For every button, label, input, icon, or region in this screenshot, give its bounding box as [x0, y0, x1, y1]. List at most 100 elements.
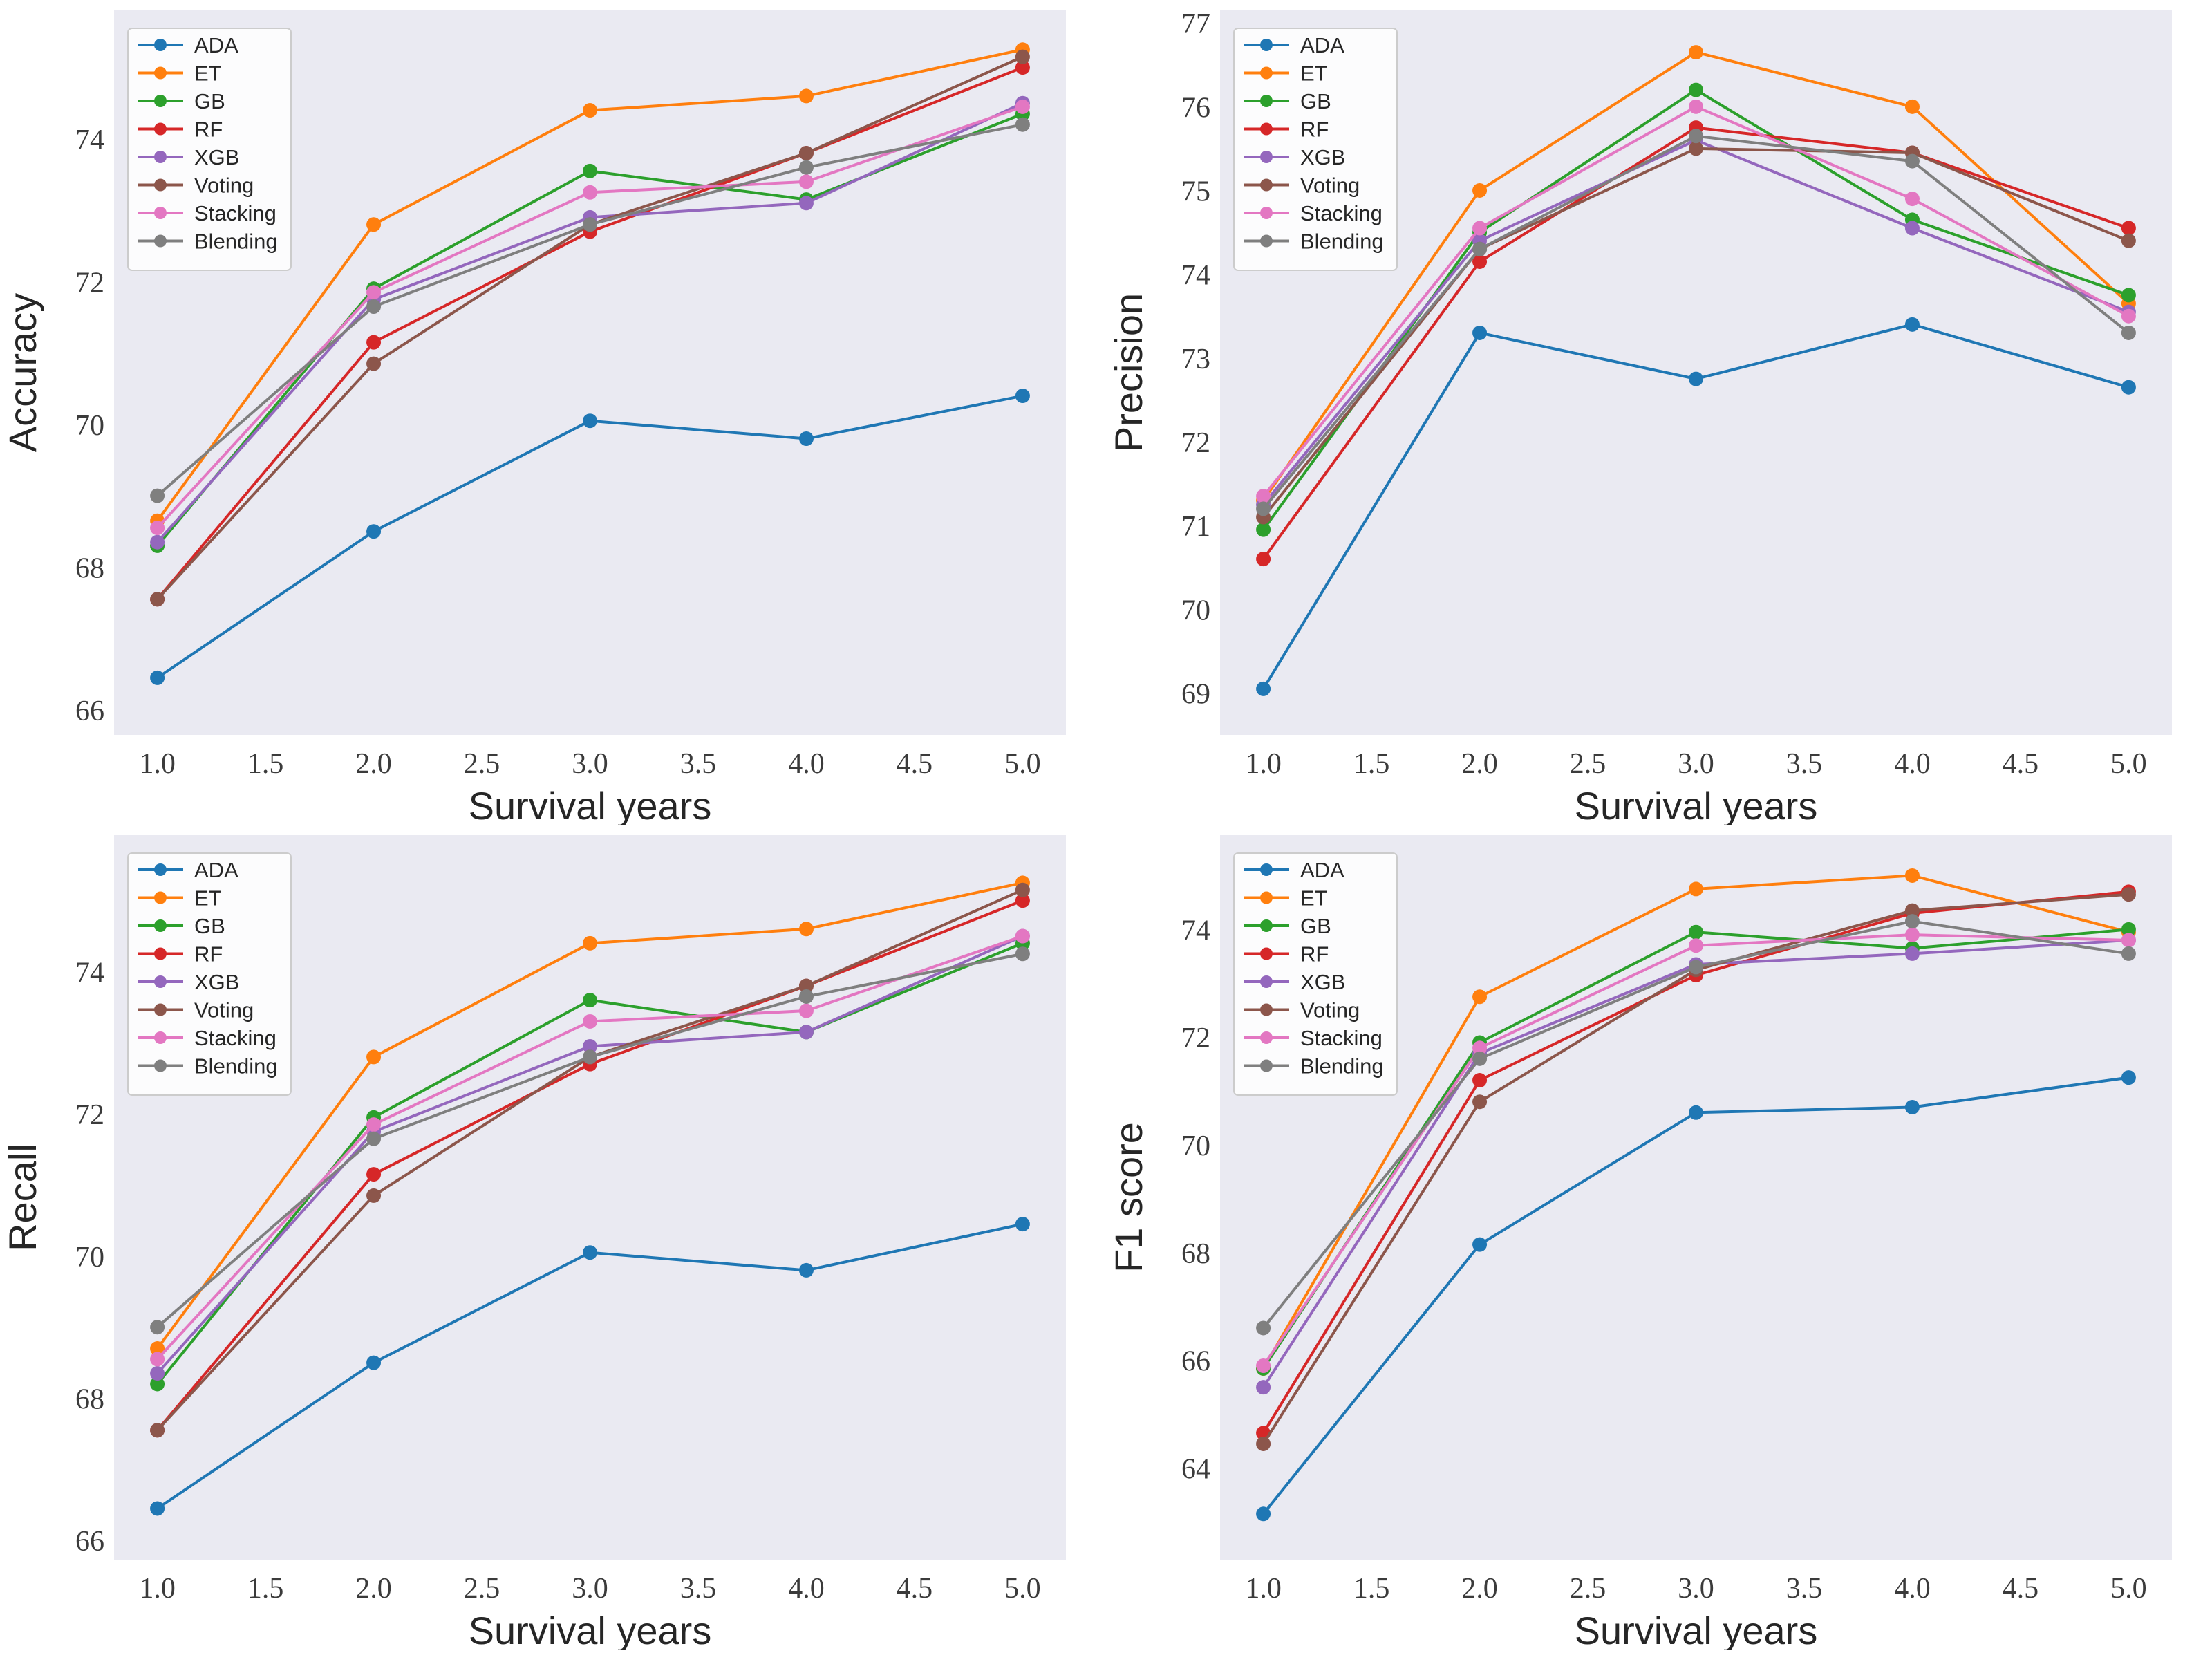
chart-svg: 66 68 70 72 74 1.0 1.5 2.0 2.5 3.0 3.5 4.0 4.5 5.0 Sur… [1, 10, 1066, 828]
legend-box [1233, 28, 1398, 271]
data-point [583, 1014, 597, 1029]
series-markers-Stacking [150, 928, 1030, 1367]
legend-label: RF [194, 942, 223, 966]
legend-item-Blending: Blending [138, 230, 278, 254]
legend-label: Voting [194, 998, 254, 1022]
x-axis-tick-label: 3.0 [1678, 1573, 1714, 1605]
data-point [1256, 1320, 1271, 1336]
legend-item-ADA: ADA [1244, 858, 1344, 882]
data-point [1256, 552, 1271, 567]
data-point [150, 1320, 165, 1335]
legend-label: RF [1300, 118, 1329, 142]
y-axis-tick-label: 64 [1181, 1454, 1210, 1486]
legend-label: Voting [1300, 174, 1360, 198]
series-markers-Blending [150, 946, 1030, 1335]
data-point [366, 1049, 382, 1065]
legend-marker [154, 1059, 167, 1072]
data-point [366, 217, 382, 232]
data-point [366, 299, 382, 314]
data-point [150, 670, 165, 685]
y-axis-tick-label: 68 [1181, 1238, 1210, 1270]
legend-marker [1260, 234, 1273, 248]
data-point [1904, 914, 1920, 929]
subplot-precision: 69 70 71 72 73 74 75 76 77 1.0 1.5 2.0 2.5 3.0 3.5 4.0 4… [1106, 0, 2212, 828]
legend-marker [154, 207, 167, 219]
data-point [1015, 928, 1030, 944]
x-axis-tick-label: 1.0 [139, 748, 176, 780]
data-point [1015, 60, 1030, 75]
data-point [2121, 380, 2136, 395]
legend-label: Blending [1300, 1054, 1384, 1078]
legend-item-ET: ET [138, 62, 222, 86]
x-axis-tick-label: 3.5 [1786, 1573, 1823, 1605]
chart-svg: 66 68 70 72 74 1.0 1.5 2.0 2.5 3.0 3.5 4.0 4.5 5.0 Sur… [1, 835, 1066, 1652]
legend: ADA ET GB RF XGB Voting Stacking Blending [1233, 852, 1398, 1096]
x-axis-tick-label: 3.0 [572, 1573, 608, 1605]
legend-item-Voting: Voting [1244, 998, 1360, 1022]
x-axis-tick-label: 2.5 [464, 1573, 500, 1605]
data-point [1904, 946, 1920, 961]
data-point [798, 174, 814, 189]
y-axis-tick-label: 72 [1181, 1022, 1210, 1054]
x-axis-tick-label: 3.5 [680, 1573, 717, 1605]
data-point [1015, 389, 1030, 404]
y-axis-tick-label: 68 [75, 552, 104, 584]
legend-item-XGB: XGB [138, 970, 239, 994]
data-point [798, 1025, 814, 1040]
y-axis-tick-label: 75 [1181, 176, 1210, 207]
y-axis-tick-label: 72 [75, 267, 104, 299]
data-point [1472, 1094, 1488, 1110]
y-axis-label: Precision [1107, 293, 1150, 452]
legend-item-RF: RF [138, 118, 223, 142]
data-point [1689, 371, 1703, 386]
x-axis-tick-label: 2.0 [1461, 1573, 1498, 1605]
x-axis-tick-label: 2.5 [1570, 1573, 1606, 1605]
data-point [150, 534, 165, 550]
legend-label: ET [1300, 886, 1328, 910]
data-point [1256, 681, 1271, 696]
y-axis-tick-label: 74 [75, 957, 104, 989]
legend-label: ET [1300, 62, 1328, 86]
y-axis-tick-label: 74 [75, 124, 104, 156]
legend-label: GB [1300, 89, 1331, 113]
legend-marker [154, 947, 167, 960]
legend: ADA ET GB RF XGB Voting Stacking Blending [1233, 28, 1398, 271]
legend-label: XGB [1300, 145, 1345, 169]
legend-marker [154, 1031, 167, 1044]
data-point [798, 146, 814, 161]
legend-item-GB: GB [138, 914, 225, 938]
x-axis-tick-label: 1.5 [247, 748, 284, 780]
x-axis-tick-label: 2.0 [355, 1573, 392, 1605]
legend-label: GB [194, 89, 225, 113]
data-point [583, 993, 597, 1008]
data-point [798, 196, 814, 211]
y-axis-tick-label: 77 [1181, 8, 1210, 40]
legend-item-Blending: Blending [1244, 1054, 1384, 1078]
data-point [2121, 1070, 2136, 1085]
x-axis-label: Survival years [1575, 1609, 1818, 1650]
data-point [366, 1355, 382, 1370]
x-axis-tick-label: 4.5 [2003, 748, 2039, 780]
data-point [583, 185, 597, 200]
legend-marker [154, 234, 167, 248]
data-point [1256, 1506, 1271, 1522]
x-axis-label: Survival years [469, 1609, 712, 1650]
data-point [583, 935, 597, 951]
data-point [1472, 254, 1488, 269]
data-point [1015, 49, 1030, 64]
data-point [798, 160, 814, 175]
legend-marker [1260, 122, 1273, 136]
x-axis-tick-label: 2.0 [355, 748, 392, 780]
data-point [798, 978, 814, 993]
legend-label: ADA [194, 858, 238, 882]
legend-marker [154, 1003, 167, 1016]
legend-label: XGB [1300, 970, 1345, 994]
legend-item-RF: RF [138, 942, 223, 966]
y-axis-tick-label: 72 [75, 1099, 104, 1131]
y-axis-tick-label: 74 [1181, 260, 1210, 292]
legend-label: ADA [1300, 858, 1344, 882]
legend-item-XGB: XGB [138, 145, 239, 169]
x-axis-tick-label: 1.0 [1245, 1573, 1282, 1605]
legend-marker [1260, 66, 1273, 80]
